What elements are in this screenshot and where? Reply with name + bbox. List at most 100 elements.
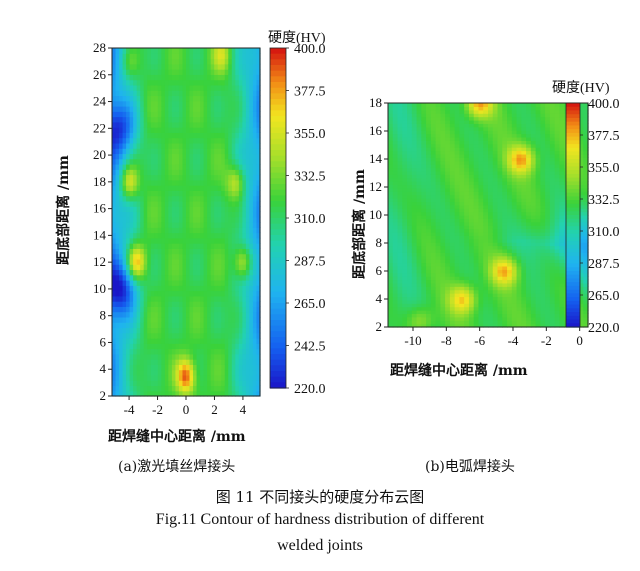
heatmap-cell <box>464 316 470 321</box>
heatmap-cell <box>502 238 508 243</box>
heatmap-cell <box>402 323 408 328</box>
heatmap-cell <box>171 216 177 223</box>
heatmap-cell <box>392 293 399 298</box>
heatmap-cell <box>416 255 422 260</box>
heatmap-cell <box>164 100 169 107</box>
heatmap-cell <box>245 227 251 234</box>
heatmap-cell <box>126 327 131 334</box>
heatmap-cell <box>507 262 513 267</box>
heatmap-cell <box>186 390 191 397</box>
heatmap-cell <box>535 157 541 162</box>
heatmap-cell <box>478 187 484 192</box>
heatmap-cell <box>464 208 470 213</box>
heatmap-cell <box>186 301 191 307</box>
heatmap-cell <box>426 184 432 189</box>
heatmap-cell <box>526 126 532 131</box>
heatmap-cell <box>478 289 484 294</box>
heatmap-cell <box>256 369 261 376</box>
heatmap-cell <box>189 332 194 339</box>
heatmap-cell <box>143 200 148 207</box>
heatmap-cell <box>182 185 187 191</box>
heatmap-cell <box>112 269 117 276</box>
heatmap-cell <box>126 295 131 302</box>
heatmap-cell <box>256 63 261 70</box>
heatmap-cell <box>214 343 219 350</box>
heatmap-cell <box>186 295 191 302</box>
heatmap-cell <box>164 353 169 360</box>
heatmap-cell <box>175 322 180 329</box>
heatmap-cell <box>256 216 261 223</box>
heatmap-cell <box>242 216 247 223</box>
heatmap-cell <box>157 222 162 228</box>
heatmap-cell <box>193 100 198 107</box>
heatmap-cell <box>115 169 120 176</box>
heatmap-cell <box>502 242 508 247</box>
heatmap-cell <box>171 121 177 128</box>
heatmap-cell <box>147 380 152 387</box>
heatmap-cell <box>426 130 432 135</box>
heatmap-cell <box>238 153 243 160</box>
heatmap-cell <box>231 364 236 371</box>
heatmap-cell <box>249 227 254 234</box>
heatmap-cell <box>521 231 527 236</box>
heatmap-cell <box>164 200 169 207</box>
heatmap-cell <box>468 293 475 298</box>
heatmap-cell <box>388 153 394 158</box>
heatmap-cell <box>440 231 446 236</box>
heatmap-cell <box>161 248 166 255</box>
heatmap-cell <box>122 111 127 118</box>
heatmap-cell <box>196 364 201 371</box>
heatmap-cell <box>411 174 418 179</box>
heatmap-cell <box>256 390 261 397</box>
heatmap-cell <box>502 187 508 192</box>
heatmap-cell <box>521 157 527 162</box>
heatmap-cell <box>193 327 198 334</box>
heatmap-cell <box>217 137 222 144</box>
heatmap-cell <box>492 126 499 131</box>
colorbar-tick-label: 355.0 <box>294 127 326 142</box>
heatmap-cell <box>468 215 475 219</box>
colorbar-segment <box>270 76 286 83</box>
heatmap-cell <box>207 84 212 91</box>
heatmap-cell <box>511 228 518 233</box>
heatmap-cell <box>157 116 162 123</box>
heatmap-cell <box>449 221 456 226</box>
heatmap-cell <box>217 164 222 170</box>
heatmap-cell <box>492 293 499 298</box>
heatmap-cell <box>193 285 198 292</box>
heatmap-cell <box>426 289 432 294</box>
heatmap-cell <box>473 103 480 107</box>
heatmap-cell <box>178 316 184 323</box>
heatmap-cell <box>140 253 145 260</box>
heatmap-cell <box>161 227 166 234</box>
heatmap-cell <box>231 306 236 313</box>
heatmap-cell <box>464 248 470 253</box>
heatmap-cell <box>392 238 399 243</box>
heatmap-cell <box>182 69 187 75</box>
heatmap-cell <box>186 227 191 234</box>
heatmap-cell <box>154 327 159 334</box>
heatmap-cell <box>497 235 503 240</box>
heatmap-cell <box>228 111 233 118</box>
heatmap-cell <box>210 164 215 170</box>
heatmap-cell <box>252 380 258 387</box>
heatmap-cell <box>231 164 236 170</box>
heatmap-cell <box>245 69 251 75</box>
heatmap-cell <box>483 262 489 267</box>
heatmap-cell <box>119 164 124 170</box>
heatmap-cell <box>392 218 399 223</box>
heatmap-cell <box>196 116 201 123</box>
heatmap-cell <box>182 253 187 260</box>
heatmap-cell <box>143 174 148 181</box>
heatmap-cell <box>164 106 169 112</box>
heatmap-cell <box>245 380 251 387</box>
heatmap-cell <box>186 353 191 360</box>
heatmap-cell <box>492 238 499 243</box>
heatmap-cell <box>449 184 456 189</box>
heatmap-cell <box>402 296 408 301</box>
heatmap-cell <box>530 106 537 111</box>
heatmap-cell <box>526 259 532 264</box>
heatmap-cell <box>231 353 236 360</box>
heatmap-cell <box>210 227 215 234</box>
heatmap-cell <box>164 169 169 176</box>
